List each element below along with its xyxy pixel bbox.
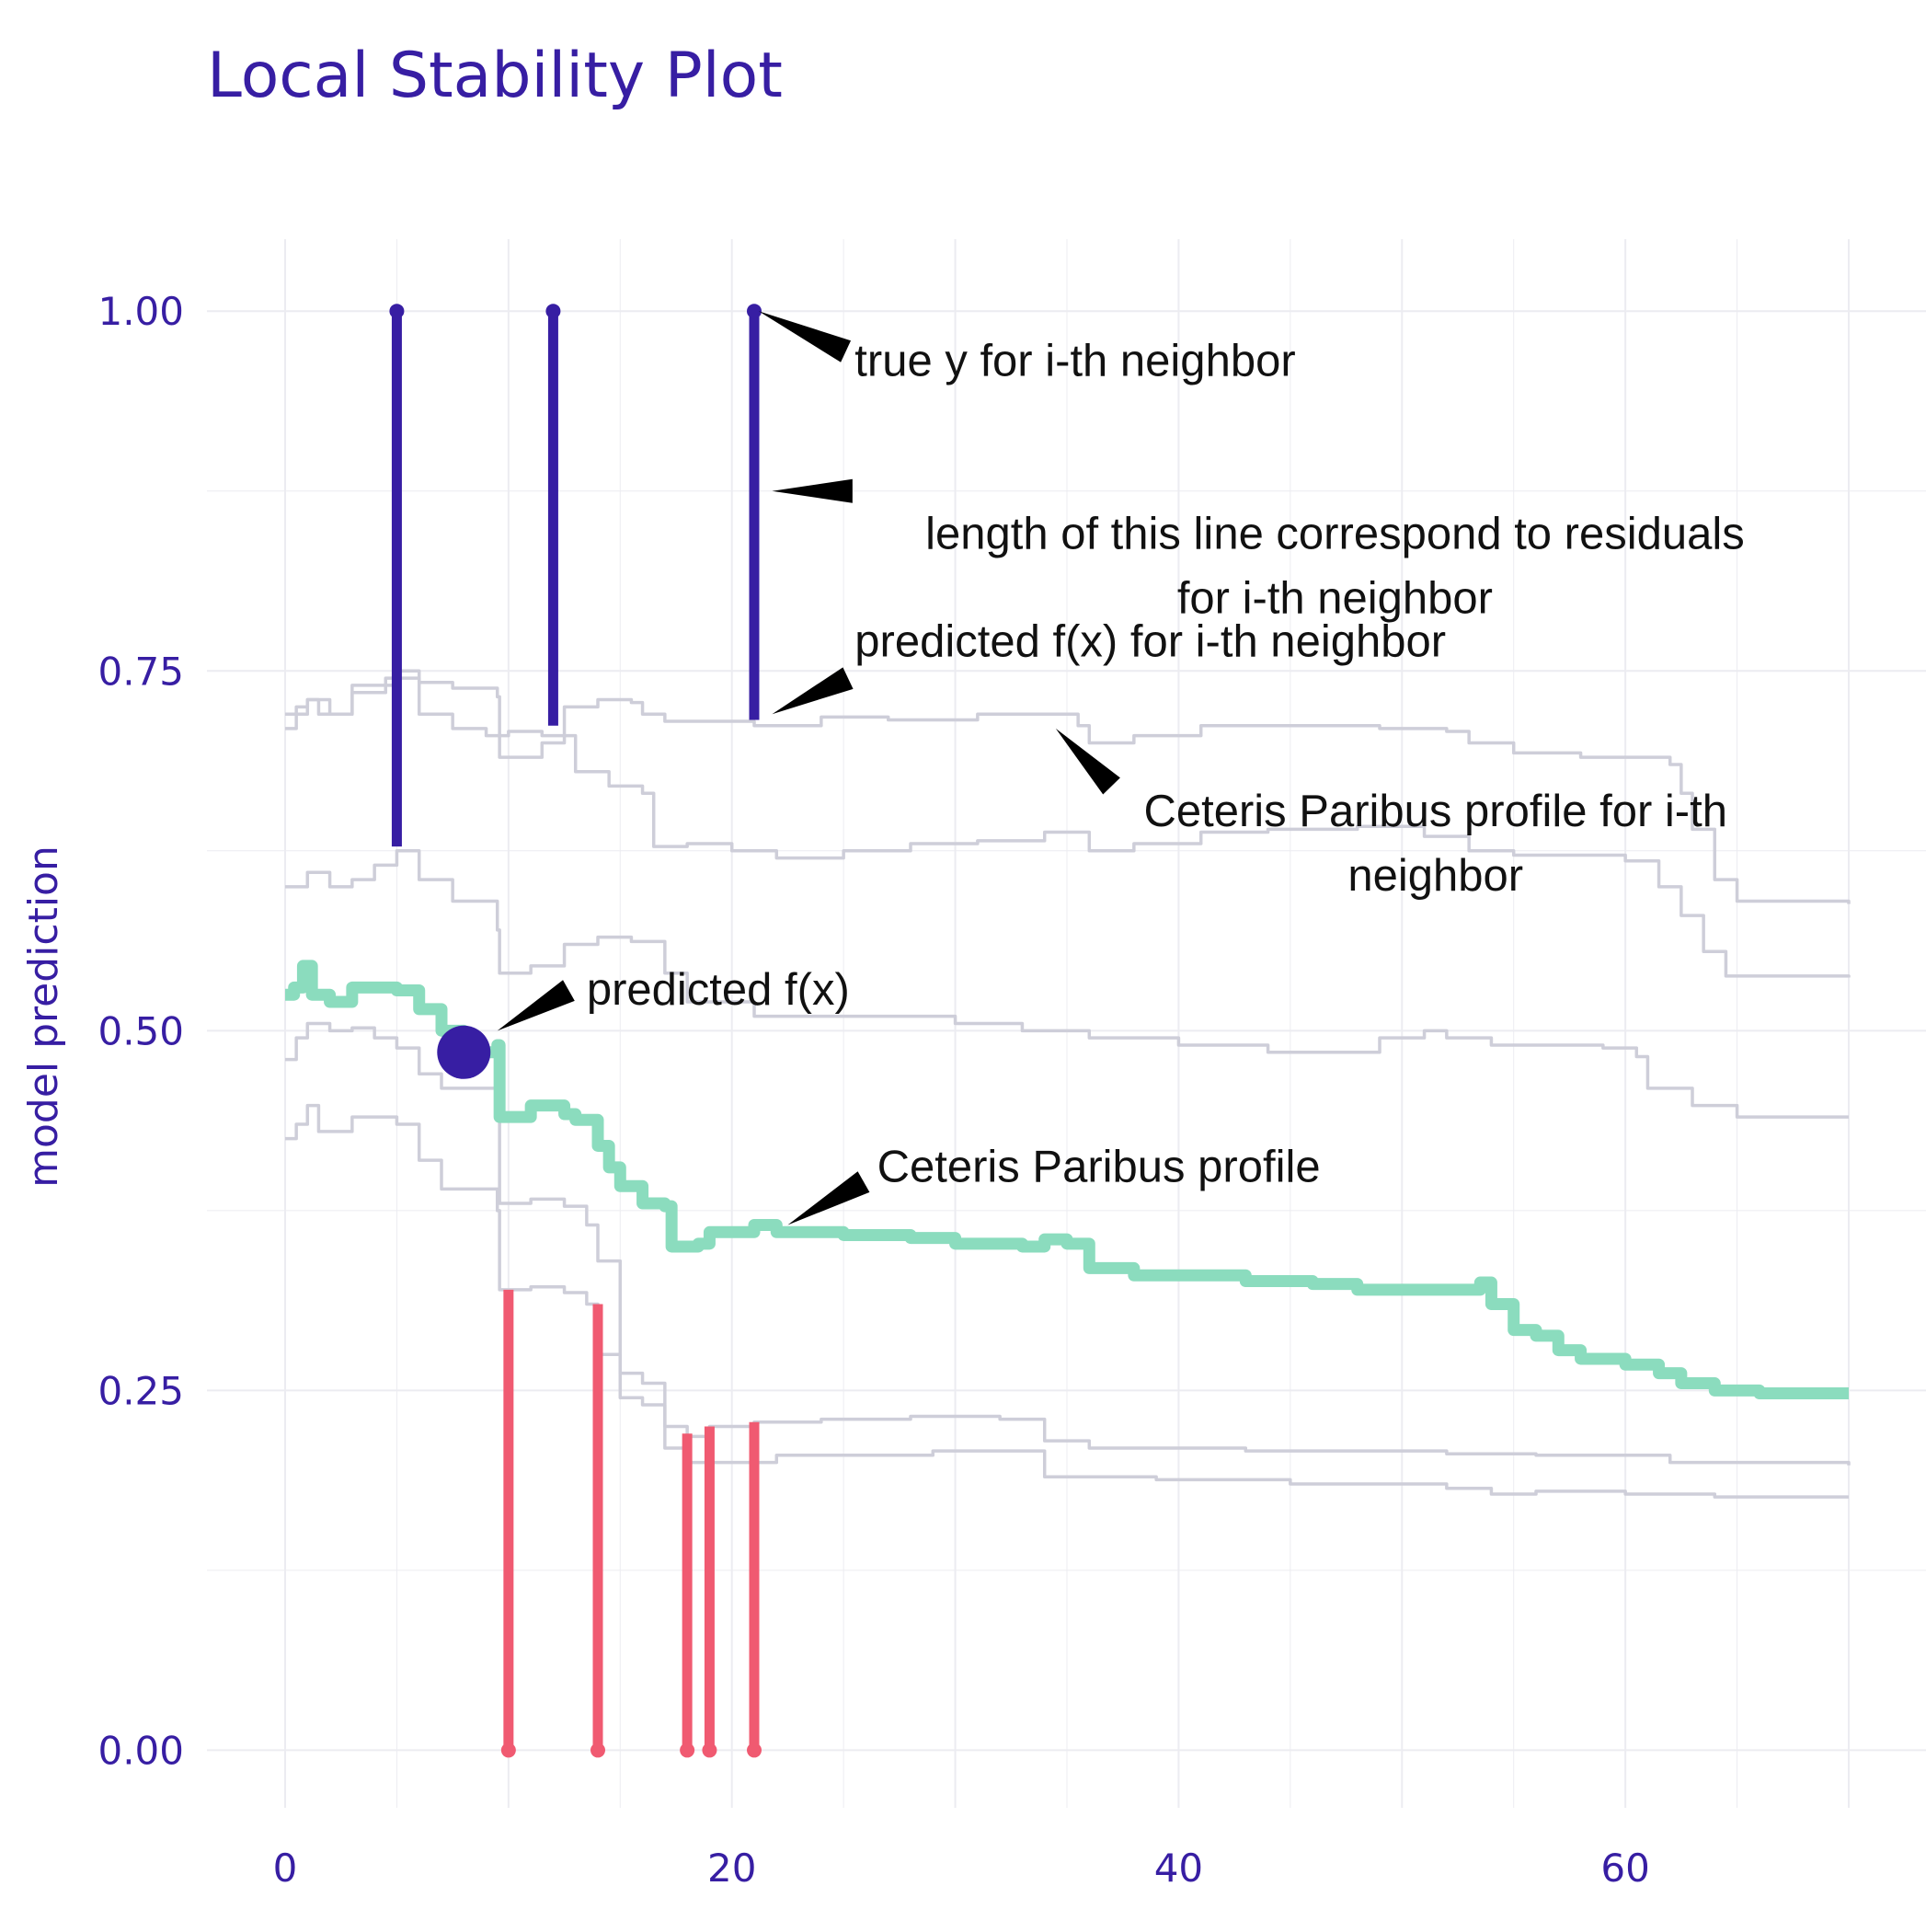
neighbor-profile-line: [285, 669, 1851, 978]
y-tick-label: 0.50: [97, 1008, 184, 1053]
annotation-line: Ceteris Paribus profile: [877, 1143, 1321, 1192]
ceteris-paribus-profile-line: [285, 960, 1849, 1399]
annotation-text: length of this line correspond to residu…: [925, 509, 1745, 623]
true-y-point: [389, 304, 405, 319]
annotation-text: Ceteris Paribus profile: [877, 1143, 1321, 1192]
neighbor-profile-line: [285, 849, 1849, 1119]
chart-title: Local Stability Plot: [207, 40, 783, 112]
annotation-arrow: [772, 667, 854, 715]
true-y-point: [680, 1742, 695, 1758]
annotation-text: predicted f(x) for i-th neighbor: [854, 617, 1446, 667]
annotation-arrow: [1055, 728, 1120, 795]
annotation-line: Ceteris Paribus profile for i-th: [1143, 787, 1727, 836]
annotation-line: neighbor: [1347, 851, 1523, 901]
y-tick-label: 0.00: [97, 1728, 184, 1773]
neighbor-profiles: [285, 669, 1851, 1499]
observation-group: [437, 1025, 491, 1079]
true-y-point: [545, 304, 561, 319]
annotation-arrow: [758, 311, 852, 362]
annotation-arrow: [772, 478, 853, 503]
annotation-line: for i-th neighbor: [1177, 573, 1493, 623]
true-y-point: [747, 304, 762, 319]
neighbor-profile-line: [285, 1021, 1851, 1466]
annotation-line: predicted f(x): [587, 965, 850, 1015]
y-axis-label: model prediction: [20, 845, 67, 1188]
grid: [207, 239, 1926, 1808]
residual-segments: [389, 304, 762, 1758]
annotations: true y for i-th neighbor length of this l…: [497, 311, 1745, 1225]
annotation-line: true y for i-th neighbor: [854, 337, 1295, 386]
y-tick-label: 1.00: [97, 289, 184, 334]
x-tick-label: 20: [707, 1846, 756, 1891]
true-y-point: [500, 1742, 516, 1758]
annotation-arrow: [787, 1171, 870, 1225]
neighbor-profile-line: [285, 1103, 1849, 1499]
annotation-arrow: [497, 980, 575, 1031]
y-tick-label: 0.75: [97, 649, 184, 694]
annotation-text: Ceteris Paribus profile for i-th neighbor: [1143, 787, 1727, 901]
y-tick-label: 0.25: [97, 1368, 184, 1413]
x-tick-label: 60: [1600, 1846, 1649, 1891]
observation-point: [437, 1025, 491, 1079]
x-tick-label: 0: [273, 1846, 298, 1891]
true-y-point: [702, 1742, 717, 1758]
true-y-point: [747, 1742, 762, 1758]
annotation-text: predicted f(x): [587, 965, 850, 1015]
ceteris-paribus-profile-group: [285, 960, 1849, 1399]
true-y-point: [590, 1742, 605, 1758]
annotation-line: predicted f(x) for i-th neighbor: [854, 617, 1446, 667]
annotation-text: true y for i-th neighbor: [854, 337, 1295, 386]
x-axis-ticks: 0 20 40 60: [273, 1846, 1650, 1891]
annotation-line: length of this line correspond to residu…: [925, 509, 1745, 558]
x-tick-label: 40: [1154, 1846, 1203, 1891]
y-axis-ticks: 0.00 0.25 0.50 0.75 1.00: [97, 289, 184, 1773]
